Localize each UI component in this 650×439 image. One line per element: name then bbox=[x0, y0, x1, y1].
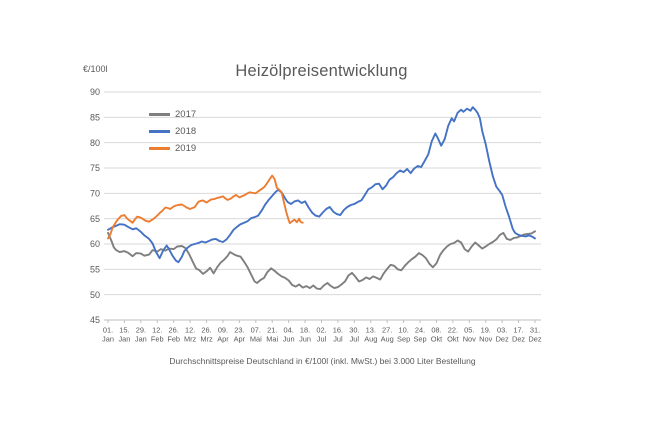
x-tick-label-4: 26. Feb bbox=[167, 326, 180, 344]
legend-item-2019: 2019 bbox=[149, 140, 196, 157]
x-tick-label-18: 10. Sep bbox=[397, 326, 410, 344]
y-tick-label-90: 90 bbox=[90, 87, 100, 97]
legend-label-2019: 2019 bbox=[175, 143, 197, 154]
x-tick-label-24: 03. Dez bbox=[496, 326, 509, 344]
x-tick-label-25: 17. Dez bbox=[512, 326, 525, 344]
x-tick-label-2: 29. Jan bbox=[135, 326, 147, 344]
y-tick-label-50: 50 bbox=[90, 290, 100, 300]
x-tick-label-13: 02. Jul bbox=[316, 326, 326, 344]
x-tick-label-1: 15. Jan bbox=[118, 326, 130, 344]
gridlines bbox=[104, 91, 541, 321]
y-tick-label-70: 70 bbox=[90, 189, 100, 199]
y-axis-labels: 45 50 55 60 65 70 75 80 85 90 bbox=[90, 87, 100, 325]
x-tick-label-21: 22. Okt bbox=[447, 326, 459, 344]
x-tick-label-15: 30. Jul bbox=[349, 326, 359, 344]
x-tick-label-10: 21. Mai bbox=[266, 326, 278, 344]
chart-legend: 2017 2018 2019 bbox=[149, 106, 196, 157]
legend-swatch-2019 bbox=[149, 147, 170, 150]
y-tick-label-65: 65 bbox=[90, 214, 100, 224]
x-tick-label-0: 01. Jan bbox=[102, 326, 114, 344]
y-tick-label-45: 45 bbox=[90, 315, 100, 325]
legend-swatch-2017 bbox=[149, 113, 170, 116]
legend-label-2018: 2018 bbox=[175, 126, 197, 137]
x-tick-label-14: 16. Jul bbox=[333, 326, 343, 344]
series-line-2017 bbox=[107, 230, 536, 291]
x-tick-label-6: 26. Mrz bbox=[200, 326, 213, 344]
legend-item-2018: 2018 bbox=[149, 123, 196, 140]
x-tick-label-9: 07. Mai bbox=[250, 326, 262, 344]
x-tick-label-8: 23. Apr bbox=[234, 326, 246, 344]
x-tick-label-23: 19. Nov bbox=[479, 326, 492, 344]
x-tick-label-16: 13. Aug bbox=[364, 326, 377, 344]
x-tick-label-11: 04. Jun bbox=[283, 326, 295, 344]
series-line-2018 bbox=[107, 106, 536, 264]
x-axis bbox=[104, 319, 541, 323]
x-tick-label-17: 27. Aug bbox=[381, 326, 394, 344]
y-axis-unit-label: €/100l bbox=[83, 64, 108, 74]
x-tick-label-19: 24. Sep bbox=[413, 326, 426, 344]
legend-label-2017: 2017 bbox=[175, 109, 197, 120]
y-tick-label-80: 80 bbox=[90, 138, 100, 148]
chart-caption: Durchschnittspreise Deutschland in €/100… bbox=[169, 356, 476, 366]
x-tick-label-12: 18. Jun bbox=[299, 326, 311, 344]
y-tick-label-55: 55 bbox=[90, 265, 100, 275]
legend-swatch-2018 bbox=[149, 130, 170, 133]
y-tick-label-85: 85 bbox=[90, 113, 100, 123]
x-tick-label-7: 09. Apr bbox=[217, 326, 229, 344]
x-tick-label-20: 08. Okt bbox=[431, 326, 443, 344]
y-tick-label-75: 75 bbox=[90, 163, 100, 173]
legend-item-2017: 2017 bbox=[149, 106, 196, 123]
series-line-2019 bbox=[107, 174, 304, 240]
x-tick-label-5: 12. Mrz bbox=[184, 326, 197, 344]
y-tick-label-60: 60 bbox=[90, 239, 100, 249]
chart-title: Heizölpreisentwicklung bbox=[235, 62, 408, 80]
x-tick-label-3: 12. Feb bbox=[151, 326, 164, 344]
x-tick-label-26: 31. Dez bbox=[528, 326, 541, 344]
x-tick-label-22: 05. Nov bbox=[463, 326, 476, 344]
